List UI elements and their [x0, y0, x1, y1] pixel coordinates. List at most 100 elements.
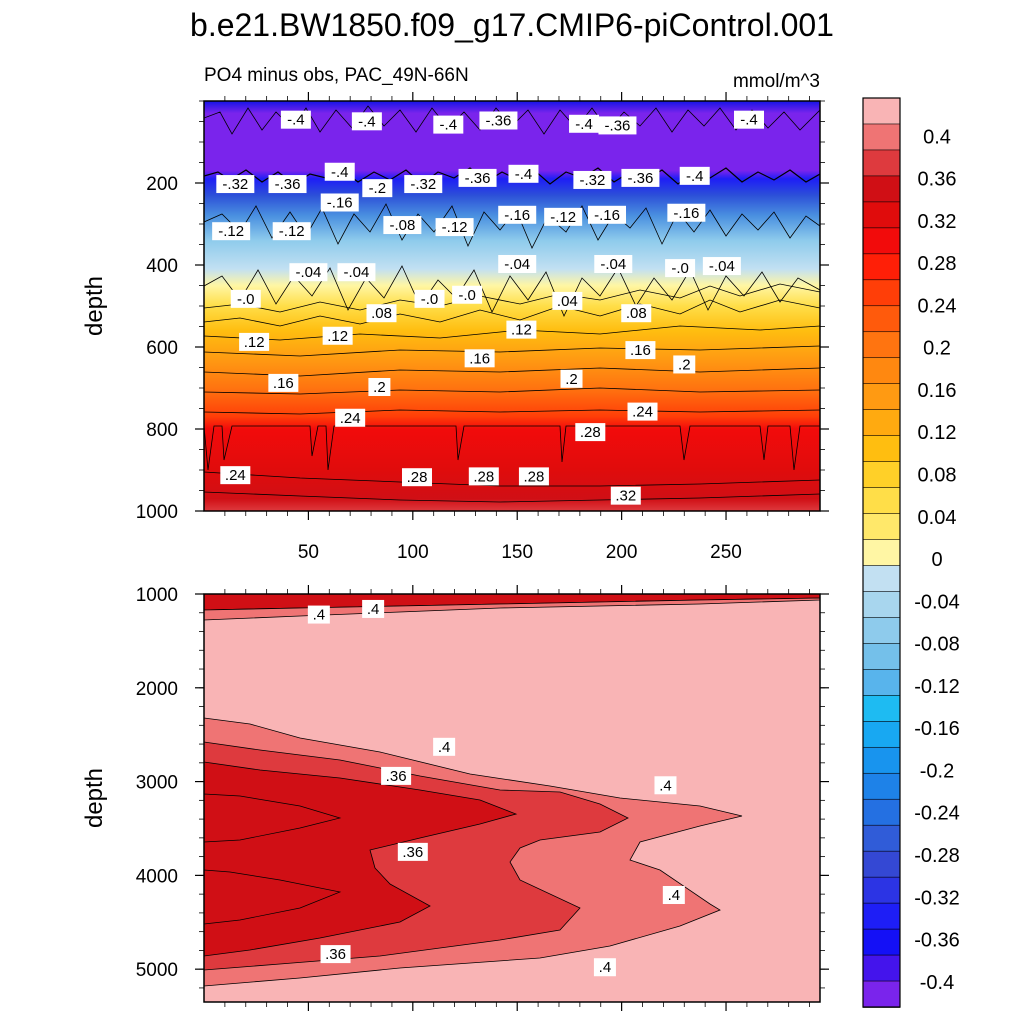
- contour-label: -.04: [702, 257, 741, 276]
- contour-label-text: -.0: [458, 287, 476, 304]
- contour-label-bg: [593, 958, 616, 977]
- colorbar-swatch: [862, 357, 901, 385]
- colorbar-swatch: [862, 669, 901, 697]
- colorbar-swatch: [862, 643, 901, 671]
- contour-label: .08: [621, 304, 652, 323]
- contour-label-bg: [362, 179, 393, 198]
- contour-label-text: .08: [371, 305, 392, 322]
- contour-label-text: -.04: [600, 256, 626, 273]
- colorbar-swatch: [862, 201, 901, 229]
- contour-label-bg: [435, 218, 474, 237]
- colorbar-label: 0.04: [918, 507, 957, 529]
- colorbar-swatch: [862, 435, 901, 463]
- contour-label-bg: [337, 263, 376, 282]
- contour-label-bg: [518, 467, 549, 486]
- contour-label-bg: [216, 175, 255, 194]
- upper-contour-line-016: [204, 367, 820, 377]
- contour-label: .4: [433, 737, 456, 756]
- contour-label: -.16: [320, 193, 359, 212]
- contour-label: .16: [268, 373, 299, 392]
- contour-label-text: .4: [599, 959, 612, 976]
- contour-label-bg: [307, 605, 330, 624]
- contour-label-text: -.36: [275, 176, 301, 193]
- contour-label-text: .28: [473, 468, 494, 485]
- contour-label-text: -.4: [740, 112, 758, 129]
- contour-label: .4: [307, 605, 330, 624]
- contour-label-text: .2: [678, 356, 691, 373]
- colorbar-label: 0.36: [918, 169, 957, 191]
- contour-label-bg: [506, 320, 537, 339]
- contour-label: -.4: [433, 115, 464, 134]
- figure-title: b.e21.BW1850.f09_g17.CMIP6-piControl.001: [190, 7, 834, 43]
- contour-label: -.32: [216, 175, 255, 194]
- colorbar-swatch: [862, 539, 901, 567]
- contour-label-text: -.4: [440, 117, 458, 134]
- upper-contour-line-004: [204, 299, 820, 327]
- colorbar-swatch: [862, 305, 901, 333]
- contour-label: .24: [220, 466, 251, 485]
- colorbar-swatch: [862, 149, 901, 177]
- contour-label-bg: [662, 886, 685, 905]
- colorbar-swatch: [862, 850, 901, 878]
- contour-label: .2: [673, 355, 696, 374]
- contour-label: -.32: [404, 175, 443, 194]
- contour-label-bg: [404, 175, 443, 194]
- contour-label-bg: [381, 766, 412, 785]
- colorbar-label: -0.12: [914, 676, 960, 698]
- colorbar-swatch: [862, 331, 901, 359]
- contour-label-bg: [351, 112, 382, 131]
- contour-label-bg: [598, 116, 637, 135]
- contour-label-text: .24: [225, 467, 246, 484]
- contour-label: -.16: [588, 205, 627, 224]
- contour-label-text: .28: [407, 469, 428, 486]
- contour-label-bg: [268, 373, 299, 392]
- contour-label-bg: [573, 170, 612, 189]
- contour-label-text: .4: [659, 777, 672, 794]
- contour-label: -.36: [621, 168, 660, 187]
- colorbar-label: 0.4: [923, 126, 951, 148]
- subtitle-left: PO4 minus obs, PAC_49N-66N: [204, 65, 469, 86]
- colorbar-swatch: [862, 565, 901, 593]
- contour-label-text: .2: [373, 379, 386, 396]
- colorbar-swatch: [862, 591, 901, 619]
- y-tick-label: 5000: [136, 960, 178, 981]
- contour-label-bg: [452, 285, 483, 304]
- contour-label-bg: [458, 168, 497, 187]
- colorbar-swatch: [862, 227, 901, 255]
- upper-contour-line-036: [204, 491, 820, 503]
- colorbar-label: 0.16: [918, 380, 957, 402]
- lower-contour-0.32-inner: [204, 793, 342, 843]
- contour-label-bg: [368, 378, 391, 396]
- y-tick-label: 1000: [136, 585, 178, 606]
- contour-label: .16: [464, 349, 495, 368]
- upper-contour-line-032: [204, 471, 820, 487]
- contour-label: .4: [662, 886, 685, 905]
- colorbar-swatch: [862, 824, 901, 852]
- contour-label: .08: [366, 304, 397, 323]
- contour-label-text: -.16: [673, 205, 699, 222]
- contour-label-text: -.4: [331, 164, 349, 181]
- contour-label: -.04: [594, 255, 633, 273]
- contour-label: -.36: [458, 168, 497, 187]
- lower-contour-0.32: [204, 761, 518, 957]
- contour-label: -.32: [573, 170, 612, 189]
- contour-label-text: -.12: [550, 209, 576, 226]
- contour-label: -.0: [414, 289, 445, 308]
- contour-label-bg: [508, 164, 539, 183]
- colorbar-label: -0.2: [920, 760, 954, 782]
- contour-label-text: -.32: [579, 172, 605, 189]
- upper-contour-line-zeroline: [204, 283, 820, 313]
- contour-label-text: .36: [325, 946, 346, 963]
- contour-label: -.2: [362, 179, 393, 198]
- y-tick-label: 600: [146, 338, 178, 359]
- lower-plot-frame: [203, 593, 821, 1003]
- contour-label: .4: [654, 776, 677, 795]
- contour-label-bg: [401, 468, 432, 487]
- contour-label-text: .28: [580, 424, 601, 441]
- colorbar-label: 0.08: [918, 465, 957, 487]
- colorbar-swatch: [862, 954, 901, 982]
- upper-contour-line-020: [204, 387, 820, 395]
- colorbar-label: -0.16: [914, 718, 960, 740]
- contour-label: -.4: [280, 110, 311, 129]
